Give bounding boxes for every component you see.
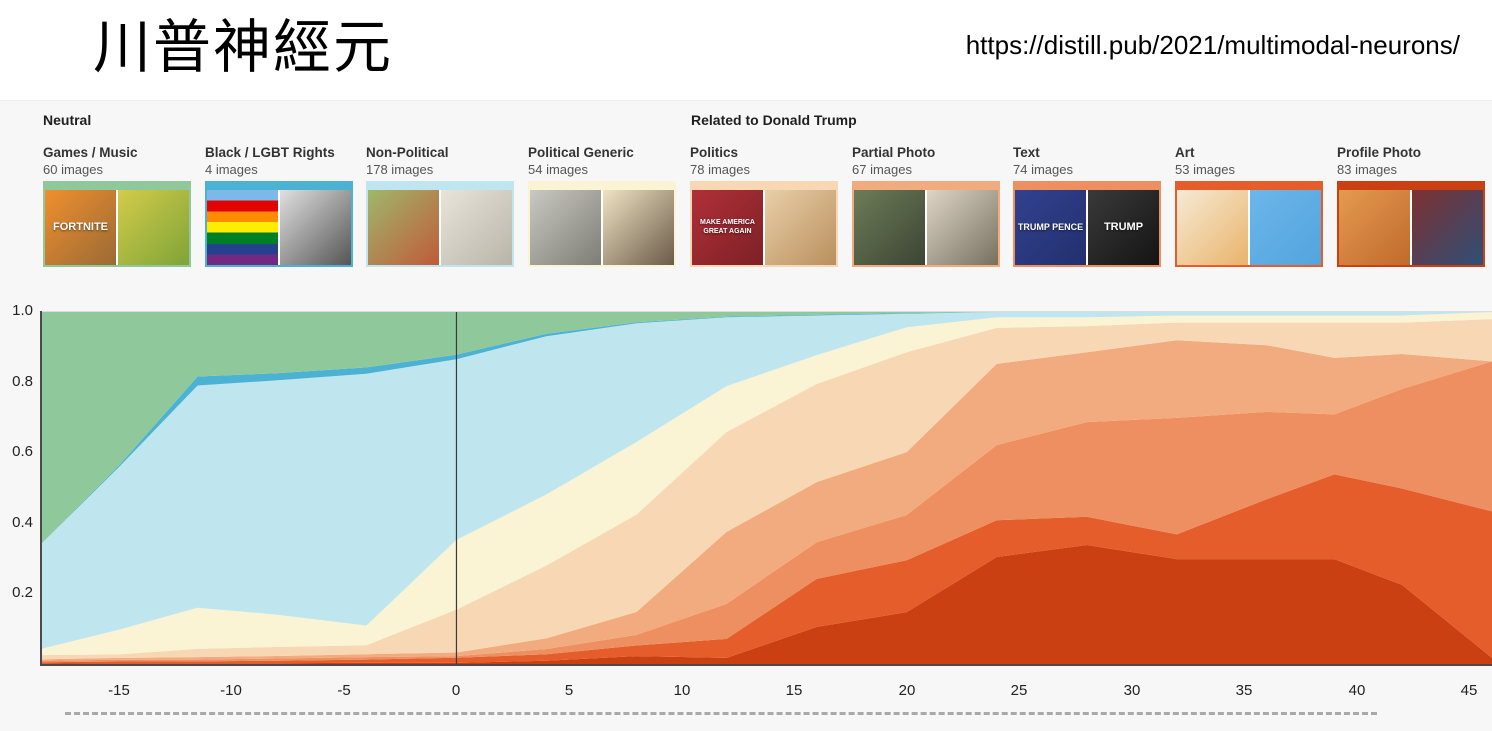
y-tick-label: 0.4 — [12, 514, 33, 531]
area-text[interactable] — [40, 361, 1492, 663]
stacked-area-chart — [40, 311, 1492, 665]
category-color-swatch — [1015, 183, 1159, 190]
area-art[interactable] — [40, 474, 1492, 664]
walking-group-thumb — [854, 190, 925, 265]
y-tick-label: 1.0 — [12, 302, 33, 319]
category-label: Political Generic — [528, 145, 634, 160]
legend-group-trump: Related to Donald Trump — [691, 112, 857, 128]
x-axis-line — [40, 664, 1492, 666]
legend-group-neutral: Neutral — [43, 112, 92, 128]
portrait-thumb — [765, 190, 836, 265]
category-image-count: 83 images — [1337, 162, 1397, 177]
figure-panel: Neutral Related to Donald Trump Games / … — [0, 100, 1492, 731]
x-tick-label: 5 — [564, 682, 574, 699]
category-color-swatch — [692, 183, 836, 190]
trump-podium-thumb — [1412, 190, 1483, 265]
x-tick-label: -5 — [337, 682, 351, 699]
y-tick-label: 0.6 — [12, 443, 33, 460]
category-label: Art — [1175, 145, 1195, 160]
thumbnail-caption: TRUMP PENCE — [1017, 222, 1084, 233]
category-thumbnails — [852, 181, 1000, 267]
category-thumbnails: FORTNITE — [43, 181, 191, 267]
category-thumbnails: TRUMP PENCE TRUMP — [1013, 181, 1161, 267]
trump-shirt-thumb: TRUMP — [1088, 190, 1159, 265]
area-political-generic[interactable] — [40, 312, 1492, 656]
category-color-swatch — [207, 183, 351, 190]
x-tick-label: 30 — [1123, 682, 1141, 699]
fortnite-cover-thumb: FORTNITE — [45, 190, 116, 265]
x-tick-label: -15 — [108, 682, 130, 699]
trump-face-thumb — [1339, 190, 1410, 265]
category-color-swatch — [368, 183, 512, 190]
slide-header: 川普神經元 https://distill.pub/2021/multimoda… — [0, 0, 1492, 100]
category-thumbnails — [1175, 181, 1323, 267]
category-label: Profile Photo — [1337, 145, 1421, 160]
maga-hat-thumb: MAKE AMERICA GREAT AGAIN — [692, 190, 763, 265]
category-thumbnails — [366, 181, 514, 267]
category-color-swatch — [45, 183, 189, 190]
y-tick-label: 0.2 — [12, 584, 33, 601]
category-label: Black / LGBT Rights — [205, 145, 335, 160]
x-tick-label: 35 — [1235, 682, 1253, 699]
pride-flag-thumb — [207, 190, 278, 265]
thumbnail-caption: MAKE AMERICA GREAT AGAIN — [700, 219, 755, 235]
category-label: Non-Political — [366, 145, 449, 160]
category-color-swatch — [854, 183, 998, 190]
category-image-count: 74 images — [1013, 162, 1073, 177]
category-image-count: 67 images — [852, 162, 912, 177]
area-non-political[interactable] — [40, 312, 1492, 650]
twitter-bird-art-thumb — [1250, 190, 1321, 265]
apple-tree-thumb — [368, 190, 439, 265]
category-color-swatch — [530, 183, 674, 190]
category-thumbnails — [205, 181, 353, 267]
area-politics[interactable] — [40, 319, 1492, 660]
game-scene-thumb — [118, 190, 189, 265]
category-color-swatch — [1177, 183, 1321, 190]
x-tick-label: 40 — [1348, 682, 1366, 699]
activation-slider-track[interactable] — [65, 712, 1377, 715]
category-image-count: 54 images — [528, 162, 588, 177]
category-image-count: 60 images — [43, 162, 103, 177]
x-tick-label: 10 — [673, 682, 691, 699]
category-thumbnails — [1337, 181, 1485, 267]
trump-caricature-thumb — [1177, 190, 1248, 265]
category-image-count: 4 images — [205, 162, 258, 177]
thumbnail-caption: TRUMP — [1103, 221, 1144, 234]
bw-crowd-thumb — [530, 190, 601, 265]
category-thumbnails: MAKE AMERICA GREAT AGAIN — [690, 181, 838, 267]
handshake-flags-thumb — [927, 190, 998, 265]
category-image-count: 178 images — [366, 162, 434, 177]
category-image-count: 78 images — [690, 162, 750, 177]
trump-pence-sign-thumb: TRUMP PENCE — [1015, 190, 1086, 265]
category-label: Partial Photo — [852, 145, 936, 160]
category-label: Politics — [690, 145, 739, 160]
source-url[interactable]: https://distill.pub/2021/multimodal-neur… — [965, 30, 1460, 60]
x-tick-label: 20 — [898, 682, 916, 699]
category-thumbnails — [528, 181, 676, 267]
area-partial-photo[interactable] — [40, 340, 1492, 661]
category-color-swatch — [1339, 183, 1483, 190]
y-axis-line — [40, 311, 42, 666]
area-games-music[interactable] — [40, 312, 1492, 545]
llama-thumb — [441, 190, 512, 265]
category-label: Text — [1013, 145, 1040, 160]
category-image-count: 53 images — [1175, 162, 1235, 177]
x-tick-label: 45 — [1460, 682, 1478, 699]
mlk-photo-thumb — [280, 190, 351, 265]
flag-silhouette-thumb — [603, 190, 674, 265]
x-tick-label: 25 — [1010, 682, 1028, 699]
category-label: Games / Music — [43, 145, 138, 160]
x-tick-label: -10 — [220, 682, 242, 699]
x-tick-label: 0 — [451, 682, 461, 699]
x-tick-label: 15 — [785, 682, 803, 699]
area-profile-photo[interactable] — [40, 545, 1492, 665]
page-title: 川普神經元 — [93, 15, 394, 80]
thumbnail-caption: FORTNITE — [53, 221, 108, 234]
y-tick-label: 0.8 — [12, 373, 33, 390]
